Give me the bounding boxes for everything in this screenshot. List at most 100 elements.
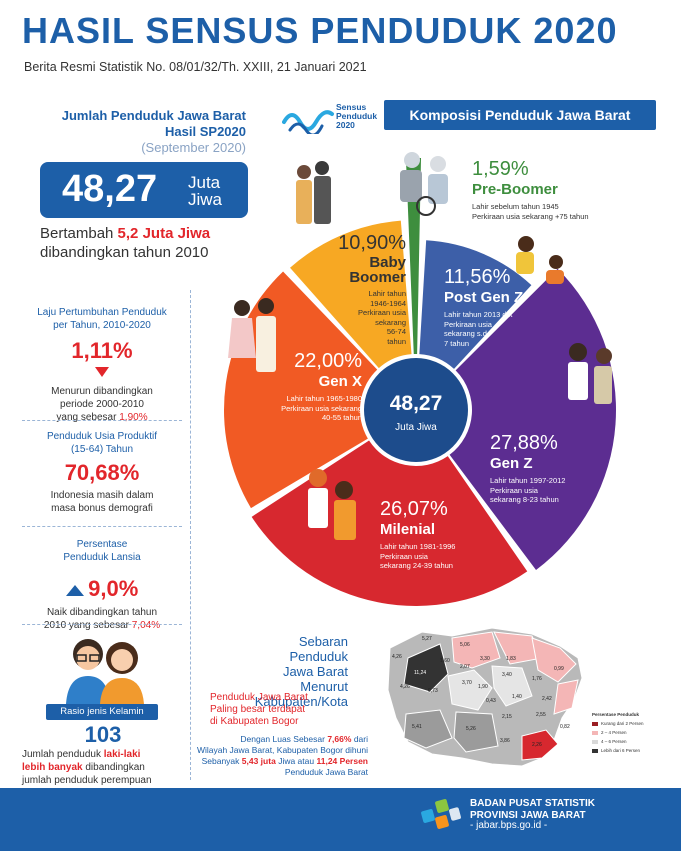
map-label: 2,55: [536, 712, 546, 718]
gen-x-pct: 22,00%: [294, 350, 362, 372]
population-period: (September 2020): [141, 140, 246, 155]
baby-boomer-desc4: sekarang: [375, 317, 406, 327]
map-label: 2,42: [542, 696, 552, 702]
man-woman-illustration: [66, 639, 144, 704]
elderly-desc2: 2010 yang sebesar 7,04%: [43, 620, 161, 631]
growth-rate-desc3: yang sebesar 1,90%: [56, 412, 148, 423]
baby-boomer-desc1: Lahir tahun: [368, 289, 406, 298]
footer-url[interactable]: - jabar.bps.go.id -: [470, 820, 548, 831]
sex-ratio-value: 103: [84, 722, 122, 747]
gen-x-label: 22,00% Gen X Lahir tahun 1965-1980 Perki…: [266, 350, 362, 423]
map-label: 5,27: [422, 636, 432, 642]
map-label: 2,15: [502, 714, 512, 720]
baby-boomer-desc2: 1946-1964: [370, 298, 406, 308]
map-label: 0,43: [486, 698, 496, 704]
gen-z-desc1: Lahir tahun 1997-2012: [490, 476, 566, 485]
legend-item: Lebih dari 6 Persen: [592, 746, 644, 755]
map-label: 0,99: [554, 666, 564, 672]
growth-rate-value: 1,11%: [71, 338, 133, 363]
baby-boomer-desc3: Perkiraan usia: [358, 308, 406, 317]
growth-rate-desc2: periode 2000-2010: [60, 399, 144, 410]
gen-z-desc3: sekarang 8-23 tahun: [490, 495, 559, 504]
pie-center-unit: Juta Jiwa: [395, 422, 437, 433]
total-population-unit: Juta Jiwa: [188, 174, 222, 208]
post-gen-z-name: Post Gen Z: [444, 289, 524, 306]
milenial-label: 26,07% Milenial Lahir tahun 1981-1996 Pe…: [380, 498, 455, 571]
milenial-desc1: Lahir tahun 1981-1996: [380, 542, 456, 551]
pre-boomer-desc2: Perkiraan usia sekarang +75 tahun: [472, 211, 589, 221]
growth-rate-label2: per Tahun, 2010-2020: [53, 320, 151, 331]
population-heading-line2: Hasil SP2020: [165, 124, 246, 139]
elderly-block: Persentase Penduduk Lansia 9,0% Naik dib…: [18, 538, 186, 632]
gen-z-illustration: [568, 343, 612, 404]
map-label: 11,24: [414, 670, 426, 676]
growth-rate-desc1: Menurun dibandingkan: [51, 386, 153, 397]
map-label: 0,73: [428, 688, 438, 694]
gen-z-name: Gen Z: [490, 455, 533, 472]
elderly-value: 9,0%: [88, 576, 139, 601]
page-title: HASIL SENSUS PENDUDUK 2020: [22, 10, 618, 51]
map-label: 1,40: [512, 694, 522, 700]
left-divider: [190, 290, 191, 780]
map-label: 2,07: [460, 664, 470, 670]
productive-value: 70,68%: [64, 460, 140, 485]
productive-label1: Penduduk Usia Produktif: [46, 431, 158, 442]
pre-boomer-label: 1,59% Pre-Boomer Lahir sebelum tahun 194…: [472, 158, 589, 221]
pie-slice-baby-boomer: [290, 220, 412, 369]
bogor-region: [403, 643, 449, 693]
elderly-desc1: Naik dibandingkan tahun: [46, 607, 158, 618]
west-java-map: 5,27 5,06 4,26 3,30 2,07 1,60 1,83 0,99 …: [387, 627, 583, 767]
post-gen-z-desc3: sekarang s.d.: [444, 329, 490, 338]
map-legend-title: Persentase Penduduk: [592, 712, 640, 717]
legend-item: Kurang dari 2 Persen: [592, 719, 644, 728]
total-unit-line1: Juta: [188, 173, 221, 192]
map-detail: Dengan Luas Sebesar 7,66% dari Wilayah J…: [196, 734, 368, 777]
growth-rate-block: Laju Pertumbuhan Penduduk per Tahun, 201…: [18, 306, 186, 424]
map-note: Penduduk Jawa Barat Paling besar terdapat…: [210, 692, 308, 727]
bps-logo-icon: [421, 799, 461, 829]
separator: [22, 624, 182, 625]
baby-boomer-name2: Boomer: [349, 269, 406, 286]
map-label: 3,70: [462, 680, 472, 686]
elderly-label2: Penduduk Lansia: [63, 552, 141, 563]
productive-desc2: masa bonus demografi: [51, 503, 153, 514]
map-label: 5,26: [466, 726, 476, 732]
gen-z-pct: 27,88%: [490, 432, 558, 454]
milenial-illustration: [308, 469, 356, 540]
map-label: 5,41: [412, 724, 422, 730]
total-population-value: 48,27: [62, 168, 158, 210]
pre-boomer-name: Pre-Boomer: [472, 181, 558, 198]
gen-x-desc2: Perkiraan usia sekarang: [281, 403, 362, 413]
population-growth: Bertambah 5,2 Juta Jiwa dibandingkan tah…: [40, 224, 210, 262]
map-label: 5,06: [460, 642, 470, 648]
page-subtitle: Berita Resmi Statistik No. 08/01/32/Th. …: [24, 60, 367, 74]
total-population-box: 48,27 Juta Jiwa: [40, 162, 248, 218]
down-arrow-icon: [95, 367, 109, 377]
baby-boomer-illustration: [296, 161, 331, 224]
growth-suffix: dibandingkan tahun 2010: [40, 244, 209, 261]
gen-x-illustration: [228, 298, 276, 372]
baby-boomer-desc5: 56-74: [386, 327, 406, 336]
productive-label2: (15-64) Tahun: [70, 444, 134, 455]
pre-boomer-illustration: [400, 152, 448, 216]
sex-ratio-label: Rasio jenis Kelamin: [46, 704, 158, 720]
map-label: 1,60: [440, 658, 450, 664]
elderly-value-row: 9,0%: [18, 576, 186, 602]
growth-rate-label1: Laju Pertumbuhan Penduduk: [37, 307, 167, 318]
productive-desc1: Indonesia masih dalam: [50, 490, 154, 501]
sensus-logo-icon: [282, 110, 334, 134]
milenial-name: Milenial: [380, 521, 436, 538]
up-arrow-icon: [65, 585, 84, 596]
pie-slice-post-gen-z: [419, 240, 532, 369]
gen-x-desc3: 40-55 tahun: [321, 413, 362, 422]
map-legend: Persentase Penduduk Kurang dari 2 Persen…: [592, 710, 644, 755]
pie-center-value: 48,27: [389, 392, 443, 415]
elderly-label1: Persentase: [76, 539, 128, 550]
map-label: 3,86: [500, 738, 510, 744]
legend-item: 2 – 4 Persen: [592, 728, 644, 737]
sensus-logo-text: Sensus Penduduk 2020: [336, 102, 378, 130]
population-heading-line1: Jumlah Penduduk Jawa Barat: [61, 108, 246, 123]
milenial-pct: 26,07%: [380, 498, 448, 520]
pie-center-circle: [364, 358, 468, 462]
productive-age-block: Penduduk Usia Produktif (15-64) Tahun 70…: [18, 430, 186, 515]
